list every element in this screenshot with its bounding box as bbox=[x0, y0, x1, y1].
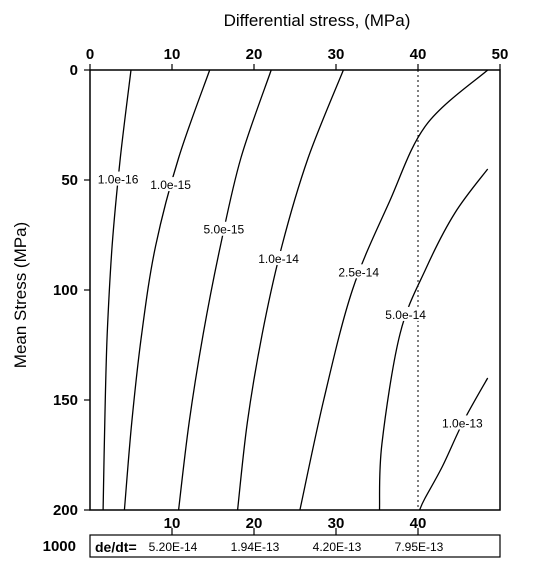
strip-box bbox=[89, 534, 501, 558]
y-tick-label: 0 bbox=[70, 62, 78, 79]
contour-label: 5.0e-15 bbox=[204, 223, 245, 237]
contour-lines bbox=[102, 69, 489, 511]
contour-label-bg bbox=[198, 221, 249, 236]
x-tick-label: 0 bbox=[86, 46, 94, 63]
contour-line bbox=[378, 168, 489, 511]
strip-scale-label: 40 bbox=[410, 515, 427, 532]
y-ticks: 0 50 100 150 200 bbox=[53, 62, 90, 519]
strip-scale-label: 10 bbox=[164, 515, 181, 532]
x-ticks: 0 10 20 30 40 50 bbox=[86, 46, 509, 70]
x-tick-label: 10 bbox=[164, 46, 181, 63]
x-tick-label: 30 bbox=[328, 46, 345, 63]
contour-line bbox=[123, 69, 211, 511]
x-axis-label: Differential stress, (MPa) bbox=[224, 11, 411, 30]
x-tick-label: 20 bbox=[246, 46, 263, 63]
strip-value: 1.94E-13 bbox=[231, 540, 280, 554]
x-tick-label: 50 bbox=[492, 46, 509, 63]
contour-labels: 1.0e-16 1.0e-15 5.0e-15 1.0e-14 2.5e-14 5.0e-… bbox=[92, 171, 488, 430]
strip-row-label: 1000 bbox=[43, 538, 76, 555]
y-tick-label: 200 bbox=[53, 502, 78, 519]
x-tick-label: 40 bbox=[410, 46, 427, 63]
contour-label: 1.0e-15 bbox=[150, 178, 191, 192]
contour-label: 5.0e-14 bbox=[385, 308, 426, 322]
strip-values: 5.20E-14 1.94E-13 4.20E-13 7.95E-13 bbox=[149, 540, 444, 554]
y-tick-label: 100 bbox=[53, 282, 78, 299]
strip-value: 7.95E-13 bbox=[395, 540, 444, 554]
contour-label-bg bbox=[253, 250, 304, 265]
contour-line bbox=[299, 69, 489, 511]
y-axis-label: Mean Stress (MPa) bbox=[11, 222, 30, 368]
contour-line bbox=[419, 377, 489, 511]
contour-label: 1.0e-13 bbox=[442, 416, 483, 430]
strip-scale-label: 30 bbox=[328, 515, 345, 532]
contour-label-bg bbox=[333, 264, 384, 279]
strip-value: 4.20E-13 bbox=[313, 540, 362, 554]
contour-line bbox=[102, 69, 132, 511]
y-tick-label: 150 bbox=[53, 392, 78, 409]
y-tick-label: 50 bbox=[61, 172, 78, 189]
contour-label-bg bbox=[380, 306, 431, 321]
contour-label-bg bbox=[145, 177, 196, 192]
strip-value: 5.20E-14 bbox=[149, 540, 198, 554]
contour-line bbox=[236, 69, 345, 511]
strip-scale: 10 20 30 40 bbox=[164, 515, 427, 535]
contour-label-bg bbox=[437, 415, 488, 430]
contour-label: 1.0e-14 bbox=[258, 252, 299, 266]
plot-frame bbox=[89, 69, 501, 511]
strip-scale-label: 20 bbox=[246, 515, 263, 532]
contour-label: 2.5e-14 bbox=[338, 265, 379, 279]
strip-prefix: de/dt= bbox=[95, 539, 137, 555]
contour-label-bg bbox=[92, 171, 144, 186]
contour-label: 1.0e-16 bbox=[98, 173, 139, 187]
contour-line bbox=[177, 69, 272, 511]
